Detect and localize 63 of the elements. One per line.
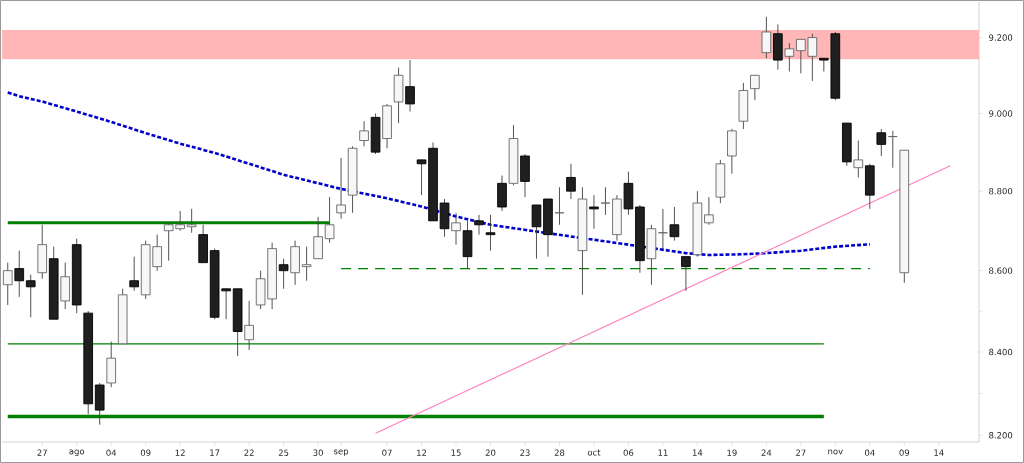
candlestick: [186, 208, 197, 234]
candlestick: [853, 140, 864, 178]
x-tick-label: 14: [934, 449, 944, 456]
x-tick-label: ago: [69, 449, 85, 457]
x-tick-label: 11: [658, 449, 668, 456]
y-tick-label: 9.200: [989, 34, 1013, 41]
x-tick-label: 14: [692, 449, 703, 456]
x-tick-label: 22: [244, 449, 254, 456]
y-tick-label: 8.600: [989, 267, 1013, 274]
candlestick: [681, 256, 691, 292]
x-tick-label: 17: [210, 449, 220, 456]
candlestick: [14, 250, 25, 298]
x-tick-label: 28: [554, 449, 565, 456]
candlestick: [278, 258, 289, 290]
candlestick: [531, 204, 542, 260]
candlestick: [474, 214, 484, 236]
candlestick: [589, 194, 599, 230]
candlestick: [336, 157, 346, 220]
candlestick: [784, 42, 795, 72]
candlestick: [25, 274, 36, 318]
x-tick-label: 12: [417, 449, 427, 456]
x-tick-label: 20: [485, 449, 496, 456]
line-series: [6, 91, 872, 257]
x-tick-label: 19: [727, 449, 737, 456]
x-tick-label: 25: [278, 449, 289, 456]
x-tick-label: 30: [313, 449, 323, 456]
x-tick-label: 15: [451, 449, 461, 456]
candlestick: [704, 196, 714, 226]
x-tick-label: sep: [334, 449, 349, 457]
candlestick: [313, 216, 323, 260]
y-tick-label: 9.000: [989, 110, 1013, 117]
candlestick: [2, 262, 13, 306]
x-tick-label: 04: [106, 449, 117, 456]
x-tick-label: 23: [520, 449, 530, 456]
candlestick: [324, 196, 335, 244]
x-tick-label: oct: [587, 449, 601, 456]
candlestick: [669, 206, 680, 242]
x-tick-label: nov: [828, 449, 843, 455]
candlestick: [761, 16, 772, 59]
candlestick: [600, 186, 611, 216]
x-tick-label: 06: [623, 449, 634, 456]
x-tick-label: 24: [761, 449, 772, 456]
candlestick: [497, 175, 507, 212]
candlestick: [359, 120, 369, 147]
x-tick-label: 04: [864, 449, 875, 456]
x-tick-label: 09: [140, 449, 151, 456]
candlestick: [876, 128, 887, 157]
candlestick: [301, 246, 312, 282]
candlestick: [244, 300, 254, 351]
x-tick-label: 27: [796, 449, 806, 456]
x-tick-label: 09: [899, 449, 910, 456]
y-tick-label: 8.200: [989, 432, 1013, 439]
candlestick: [750, 74, 760, 101]
x-tick-label: 07: [382, 449, 392, 456]
candlestick: [129, 256, 139, 292]
candlestick: [566, 163, 576, 200]
candlestick: [485, 214, 496, 252]
candlestick: [451, 212, 461, 246]
y-tick-label: 8.400: [989, 348, 1013, 356]
candlestick: [405, 59, 415, 113]
y-tick-label: 8.800: [989, 187, 1013, 195]
x-tick-label: 27: [37, 449, 47, 456]
x-tick-label: 12: [175, 449, 185, 456]
